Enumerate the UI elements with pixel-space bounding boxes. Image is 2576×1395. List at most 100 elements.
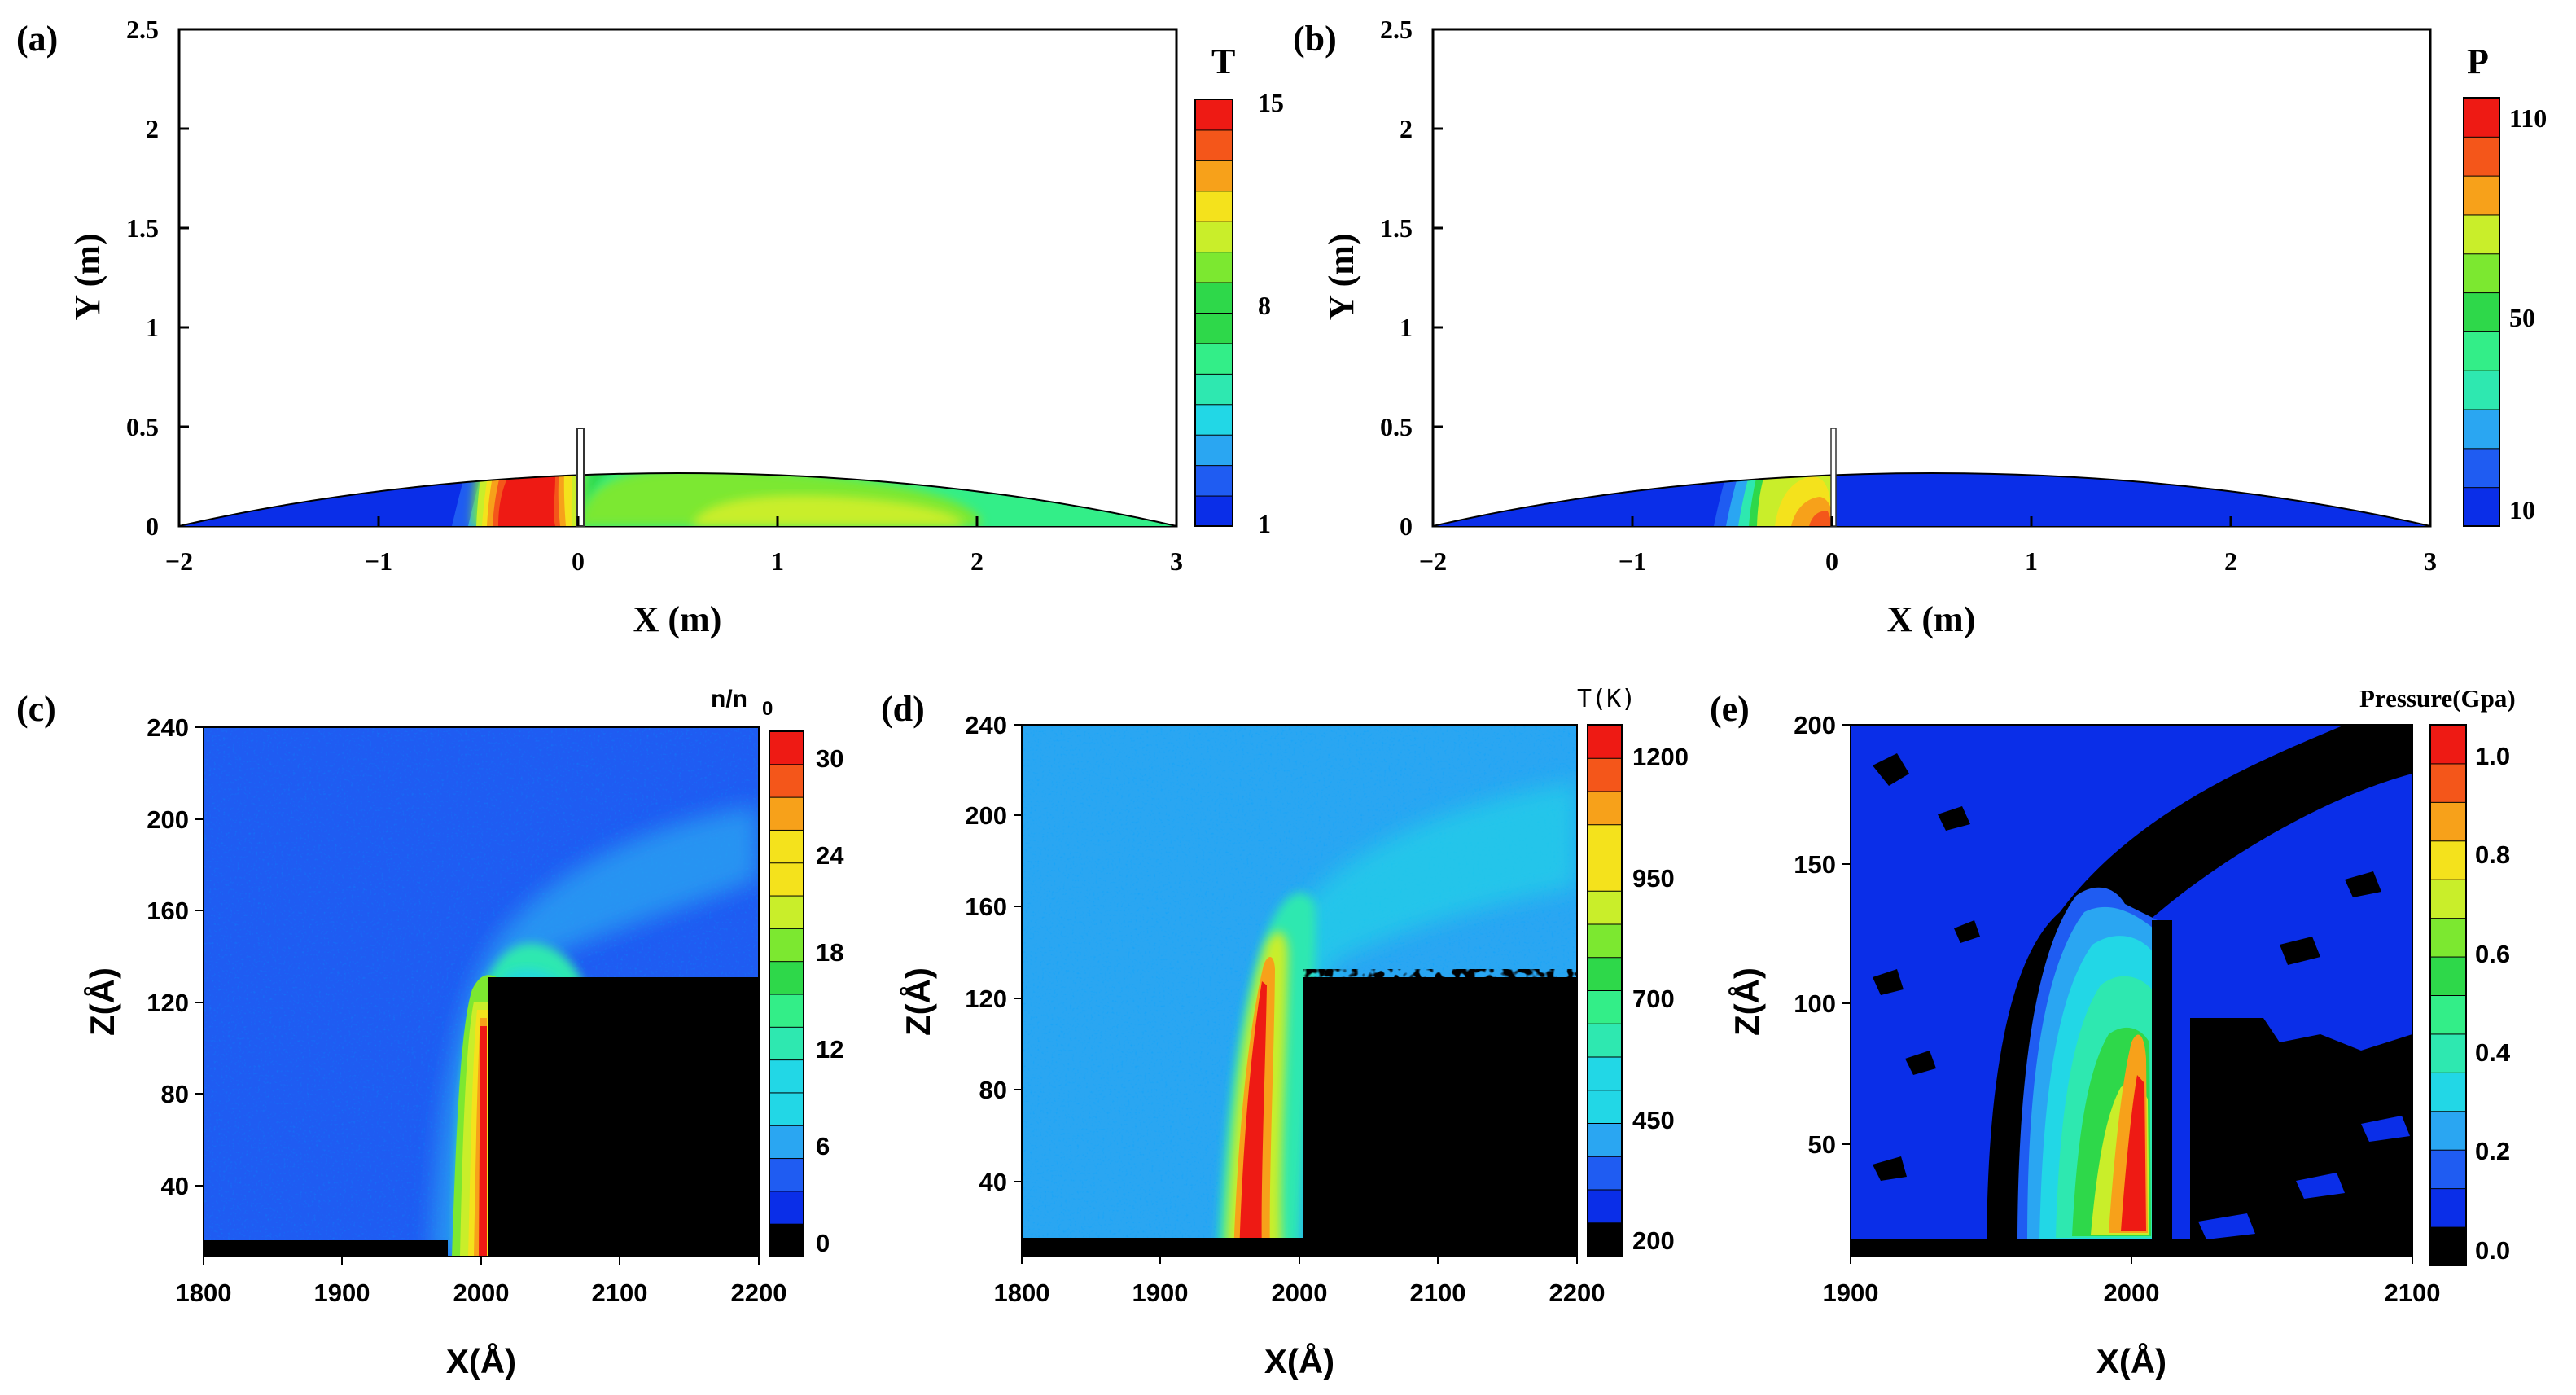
colorbar-level — [769, 928, 804, 963]
svg-text:8: 8 — [1258, 291, 1271, 320]
colorbar-a — [1194, 99, 1233, 527]
y-axis-a — [179, 127, 189, 428]
svg-text:1: 1 — [2025, 546, 2038, 576]
colorbar-level — [1587, 1023, 1623, 1058]
y-tick-labels-d: 40 80 120 160 200 240 — [965, 711, 1007, 1196]
svg-text:100: 100 — [1794, 989, 1836, 1018]
colorbar-level — [1194, 403, 1233, 436]
svg-text:2.5: 2.5 — [1380, 15, 1413, 44]
svg-text:3: 3 — [2424, 546, 2437, 576]
colorbar-level — [1587, 791, 1623, 826]
svg-text:3: 3 — [1170, 546, 1183, 576]
colorbar-ticks-c: 30 24 18 12 6 0 — [816, 744, 844, 1257]
colorbar-level — [769, 829, 804, 864]
contour-field-d — [1022, 725, 1577, 1256]
colorbar-b — [2463, 97, 2500, 528]
svg-text:1: 1 — [146, 313, 159, 342]
y-axis-label-e: Z(Å) — [1728, 967, 1766, 1036]
y-axis-label-c: Z(Å) — [83, 967, 121, 1036]
colorbar-level — [2463, 213, 2500, 255]
colorbar-level — [2429, 994, 2467, 1035]
colorbar-level — [2429, 917, 2467, 958]
svg-text:1800: 1800 — [994, 1279, 1050, 1307]
colorbar-level — [2463, 136, 2500, 177]
x-axis-label-d: X(Å) — [1264, 1342, 1334, 1380]
svg-text:240: 240 — [965, 711, 1007, 739]
colorbar-level — [769, 994, 804, 1028]
panel-label-e: (e) — [1710, 689, 1750, 729]
svg-text:−1: −1 — [365, 546, 392, 576]
colorbar-level — [1587, 1222, 1623, 1257]
x-tick-labels-a: −2 −1 0 1 2 3 — [165, 546, 1183, 576]
y-tick-labels-a: 0 0.5 1 1.5 2 2.5 — [126, 15, 159, 541]
colorbar-level — [1587, 1189, 1623, 1224]
svg-text:2000: 2000 — [453, 1279, 510, 1307]
svg-text:0.2: 0.2 — [2475, 1137, 2510, 1165]
svg-text:0: 0 — [1400, 511, 1413, 541]
x-tick-labels-c: 1800 1900 2000 2100 2200 — [176, 1279, 787, 1307]
colorbar-level — [1194, 282, 1233, 314]
colorbar-frame — [2463, 97, 2500, 527]
svg-text:1200: 1200 — [1632, 743, 1689, 771]
svg-text:2200: 2200 — [731, 1279, 787, 1307]
x-axis-a — [177, 516, 1178, 526]
svg-text:2: 2 — [970, 546, 984, 576]
svg-text:110: 110 — [2509, 103, 2547, 133]
svg-text:950: 950 — [1632, 864, 1675, 893]
colorbar-level — [2429, 1226, 2467, 1266]
colorbar-level — [2429, 840, 2467, 880]
colorbar-level — [769, 1223, 804, 1257]
svg-text:6: 6 — [816, 1132, 830, 1160]
colorbar-level — [1587, 1056, 1623, 1091]
colorbar-title-a: T — [1211, 42, 1235, 81]
svg-text:2100: 2100 — [592, 1279, 648, 1307]
svg-text:80: 80 — [161, 1080, 189, 1108]
colorbar-level — [1194, 495, 1233, 527]
svg-text:0: 0 — [146, 511, 159, 541]
colorbar-level — [2429, 762, 2467, 803]
colorbar-level — [2429, 1110, 2467, 1151]
y-axis-label-b: Y (m) — [1321, 233, 1361, 320]
x-axis-label-c: X(Å) — [446, 1342, 516, 1380]
colorbar-level — [2429, 1149, 2467, 1190]
svg-text:1: 1 — [771, 546, 784, 576]
colorbar-level — [769, 1190, 804, 1225]
colorbar-level — [1587, 857, 1623, 892]
colorbar-level — [769, 1091, 804, 1126]
colorbar-level — [1194, 99, 1233, 131]
colorbar-level — [2463, 409, 2500, 450]
svg-text:240: 240 — [147, 713, 189, 742]
svg-text:200: 200 — [1794, 711, 1836, 739]
colorbar-level — [2429, 724, 2467, 765]
colorbar-level — [1587, 956, 1623, 991]
svg-text:160: 160 — [147, 897, 189, 925]
colorbar-level — [1194, 373, 1233, 406]
colorbar-level — [1194, 160, 1233, 192]
svg-text:450: 450 — [1632, 1106, 1675, 1134]
panel-label-c: (c) — [16, 689, 56, 729]
svg-text:1900: 1900 — [1132, 1279, 1189, 1307]
colorbar-frame — [2429, 724, 2467, 1266]
colorbar-level — [769, 1157, 804, 1192]
y-tick-labels-c: 40 80 120 160 200 240 — [147, 713, 189, 1200]
svg-text:80: 80 — [979, 1076, 1007, 1104]
colorbar-title-e: Pressure(Gpa) — [2359, 684, 2516, 713]
svg-text:0: 0 — [762, 698, 773, 720]
axes-ticks-c — [195, 726, 760, 1265]
svg-text:0.8: 0.8 — [2475, 840, 2510, 869]
colorbar-level — [2463, 486, 2500, 528]
colorbar-level — [1194, 251, 1233, 283]
svg-text:0.5: 0.5 — [126, 412, 159, 441]
svg-text:0: 0 — [572, 546, 585, 576]
svg-text:0.0: 0.0 — [2475, 1236, 2510, 1265]
colorbar-level — [2463, 252, 2500, 294]
svg-text:0: 0 — [1825, 546, 1838, 576]
contour-field-e — [1851, 725, 2412, 1256]
colorbar-level — [769, 763, 804, 798]
colorbar-level — [2463, 175, 2500, 216]
colorbar-level — [1587, 1122, 1623, 1157]
colorbar-level — [2463, 447, 2500, 489]
colorbar-level — [1194, 221, 1233, 253]
colorbar-level — [2429, 1033, 2467, 1073]
svg-text:120: 120 — [147, 989, 189, 1017]
